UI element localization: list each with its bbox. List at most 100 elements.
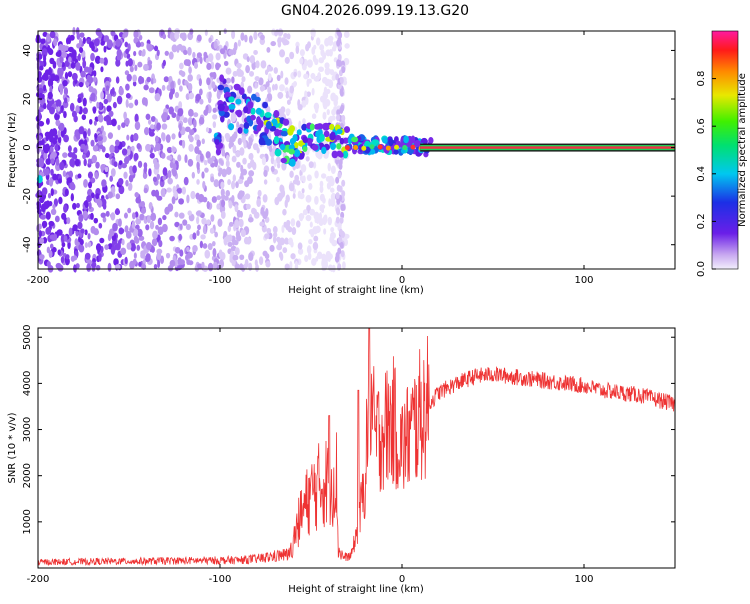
spectrogram-cell: [87, 128, 91, 137]
spectrogram-cell: [241, 190, 245, 197]
y-tick-label: 20: [22, 93, 33, 106]
spectrogram-cell: [107, 262, 112, 272]
spectrogram-cell: [98, 101, 103, 111]
spectrogram-cell: [172, 146, 177, 153]
spectrogram-cell: [213, 261, 218, 269]
spectrogram-cell: [106, 105, 112, 113]
spectrogram-cell: [276, 74, 281, 82]
spectrogram-cell: [284, 77, 289, 86]
spectrogram-cell: [87, 233, 91, 240]
snr-ylabel: SNR (10 * v/v): [7, 412, 18, 483]
spectrogram-cell: [147, 60, 153, 66]
spectrogram-cell: [369, 144, 375, 150]
spectrogram-cell: [105, 210, 110, 217]
spectrogram-cell: [199, 56, 203, 64]
spectrogram-cell: [306, 91, 311, 97]
spectrogram-cell: [196, 52, 202, 59]
spectrogram-cell: [150, 78, 154, 85]
spectrogram-cell: [336, 29, 341, 37]
spectrogram-cell: [319, 205, 324, 212]
spectrogram-cell: [274, 83, 278, 91]
spectrogram-cell: [69, 158, 76, 167]
spectrogram-cell: [76, 134, 81, 140]
spectrogram-cell: [231, 76, 235, 84]
x-tick-label: -200: [27, 574, 50, 585]
spectrogram-cell: [218, 249, 223, 258]
spectrogram-cell: [302, 146, 308, 152]
spectrogram-cell: [71, 72, 78, 81]
spectrogram-cell: [248, 70, 255, 77]
x-tick-label: 0: [399, 275, 405, 286]
spectrogram-cell: [62, 170, 66, 177]
spectrogram-cell: [326, 108, 330, 116]
spectrogram-cell: [294, 264, 299, 270]
spectrogram-cell: [37, 201, 42, 210]
spectrogram-cell: [131, 145, 135, 152]
spectrogram-cell: [140, 201, 146, 208]
spectrogram-cell: [267, 86, 272, 94]
spectrogram-cell: [126, 134, 130, 141]
spectrogram-cell: [79, 238, 84, 246]
spectrogram-cell: [328, 48, 333, 57]
spectrogram-cell: [61, 51, 68, 58]
spectrogram-cell: [319, 180, 324, 188]
spectrogram-cell: [190, 190, 196, 200]
spectrogram-cell: [273, 136, 280, 145]
spectrogram-cell: [240, 32, 245, 41]
spectrogram-cell: [340, 204, 345, 212]
spectrogram-cell: [160, 188, 166, 197]
spectrogram-cell: [334, 255, 339, 263]
spectrogram-cell: [311, 258, 317, 266]
spectrogram-cell: [351, 136, 359, 143]
spectrogram-cell: [243, 106, 249, 114]
spectrogram-cell: [308, 161, 314, 169]
spectrogram-cell: [188, 108, 194, 117]
spectrogram-cell: [342, 261, 346, 270]
spectrogram-cell: [217, 103, 225, 112]
spectrogram-cell: [208, 37, 212, 43]
spectrogram-cell: [179, 223, 183, 230]
spectrogram-cell: [200, 234, 206, 240]
spectrogram-cell: [89, 41, 95, 49]
spectrogram-cell: [37, 53, 43, 60]
spectrogram-xlabel: Height of straight line (km): [288, 285, 424, 296]
spectrogram-cell: [47, 47, 53, 53]
spectrogram-cell: [293, 81, 298, 87]
spectrogram-cell: [237, 137, 242, 146]
spectrogram-cell: [308, 238, 313, 245]
spectrogram-cell: [43, 103, 47, 110]
spectrogram-cell: [60, 44, 67, 53]
spectrogram-cell: [179, 249, 184, 257]
spectrogram-cell: [308, 182, 313, 190]
spectrogram-cell: [63, 97, 68, 104]
spectrogram-cell: [254, 82, 258, 88]
spectrogram-cell: [206, 219, 211, 225]
spectrogram-cell: [115, 38, 121, 47]
spectrogram-cell: [106, 93, 112, 103]
spectrogram-cell: [324, 214, 328, 224]
spectrogram-cell: [80, 228, 85, 234]
spectrogram-cell: [97, 114, 104, 122]
spectrogram-cell: [306, 245, 312, 254]
spectrogram-cell: [52, 173, 58, 181]
spectrogram-cell: [301, 123, 308, 131]
spectrogram-cell: [319, 133, 325, 142]
spectrogram-cell: [91, 154, 98, 164]
spectrogram-cell: [98, 31, 103, 39]
spectrogram-cell: [148, 131, 155, 137]
spectrogram-cell: [279, 143, 286, 151]
spectrogram-cell: [171, 196, 176, 205]
spectrogram-cell: [39, 254, 45, 260]
spectrogram-cell: [152, 158, 158, 165]
spectrogram-cell: [274, 148, 282, 157]
spectrogram-cell: [194, 134, 200, 141]
spectrogram-cell: [63, 235, 68, 242]
spectrogram-cell: [260, 34, 265, 41]
spectrogram-cell: [124, 70, 130, 76]
spectrogram-cell: [323, 86, 328, 96]
spectrogram-cell: [161, 84, 166, 91]
spectrogram-cell: [49, 146, 54, 153]
spectrogram-cell: [193, 61, 199, 69]
spectrogram-cell: [247, 176, 253, 185]
spectrogram-cell: [160, 152, 166, 159]
